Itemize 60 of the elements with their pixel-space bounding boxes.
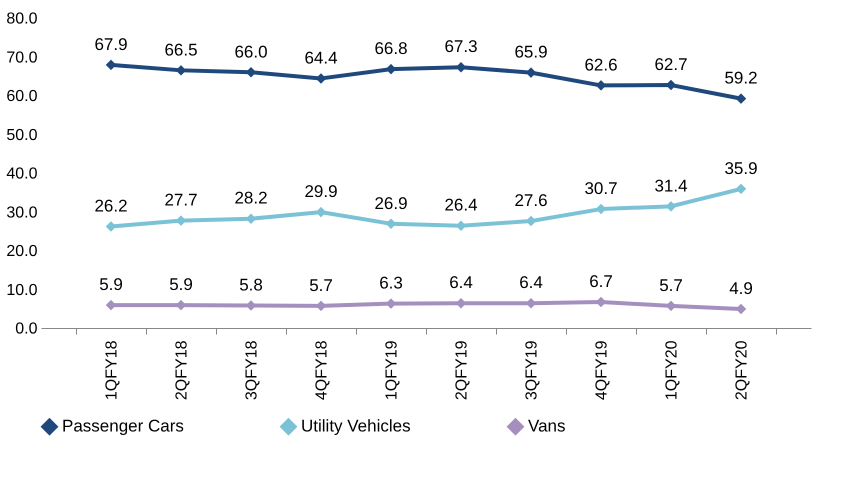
- x-tick-label: 1QFY20: [664, 340, 680, 400]
- data-label: 5.7: [659, 276, 683, 295]
- data-label: 67.3: [444, 37, 478, 56]
- data-label: 35.9: [724, 158, 758, 178]
- point: [596, 204, 606, 214]
- y-tick-label: 60.0: [6, 88, 38, 105]
- data-label: 6.7: [589, 272, 613, 292]
- point: [736, 93, 746, 104]
- y-tick-label: 20.0: [6, 243, 38, 260]
- x-tick-label: 1QFY19: [384, 340, 400, 400]
- data-label: 26.9: [374, 194, 408, 213]
- y-tick-label: 0.0: [15, 320, 38, 338]
- data-label: 66.0: [234, 42, 268, 62]
- data-label: 5.9: [169, 275, 193, 294]
- data-label: 62.6: [584, 55, 618, 74]
- y-tick-label: 10.0: [6, 282, 38, 299]
- data-label: 27.6: [514, 191, 548, 210]
- point: [106, 221, 116, 232]
- data-label: 5.8: [239, 276, 263, 295]
- data-label: 66.5: [164, 40, 198, 60]
- y-tick-label: 40.0: [6, 166, 38, 182]
- x-tick-label: 4QFY19: [594, 340, 610, 400]
- data-label: 67.9: [94, 34, 128, 54]
- data-label: 6.3: [379, 274, 403, 293]
- x-tick-label: 1QFY18: [104, 340, 120, 400]
- x-tick-label: 3QFY19: [524, 340, 540, 400]
- data-label: 5.7: [309, 276, 333, 295]
- data-label: 62.7: [654, 55, 688, 74]
- x-tick-label: 2QFY20: [734, 340, 750, 400]
- data-label: 26.2: [94, 196, 128, 216]
- data-label: 65.9: [514, 42, 548, 62]
- data-label: 29.9: [304, 182, 338, 202]
- data-label: 26.4: [444, 196, 478, 215]
- data-label: 30.7: [584, 179, 618, 198]
- data-label: 64.4: [304, 48, 338, 68]
- data-label: 27.7: [164, 190, 198, 210]
- data-label: 31.4: [654, 176, 688, 196]
- point: [106, 60, 116, 70]
- x-tick-label: 4QFY18: [314, 340, 330, 400]
- x-tick-label: 3QFY18: [244, 340, 260, 400]
- x-tick-label: 2QFY18: [174, 340, 190, 400]
- legend-label: Vans: [528, 416, 566, 436]
- data-label: 59.2: [724, 68, 758, 88]
- data-label: 66.8: [374, 39, 408, 58]
- data-label: 4.9: [729, 279, 753, 298]
- x-tick-label: 2QFY19: [454, 340, 470, 400]
- point: [526, 216, 536, 226]
- data-label: 6.4: [449, 273, 473, 292]
- y-tick-label: 50.0: [6, 126, 38, 144]
- y-tick-label: 70.0: [6, 49, 38, 66]
- point: [316, 73, 326, 84]
- point: [736, 184, 746, 194]
- y-tick-label: 80.0: [6, 10, 38, 28]
- y-tick-label: 30.0: [6, 204, 38, 222]
- data-label: 28.2: [234, 188, 268, 208]
- legend-label: Passenger Cars: [62, 416, 184, 436]
- data-label: 5.9: [99, 275, 123, 294]
- legend-label: Utility Vehicles: [301, 416, 411, 436]
- point: [526, 67, 536, 78]
- data-label: 6.4: [519, 273, 543, 292]
